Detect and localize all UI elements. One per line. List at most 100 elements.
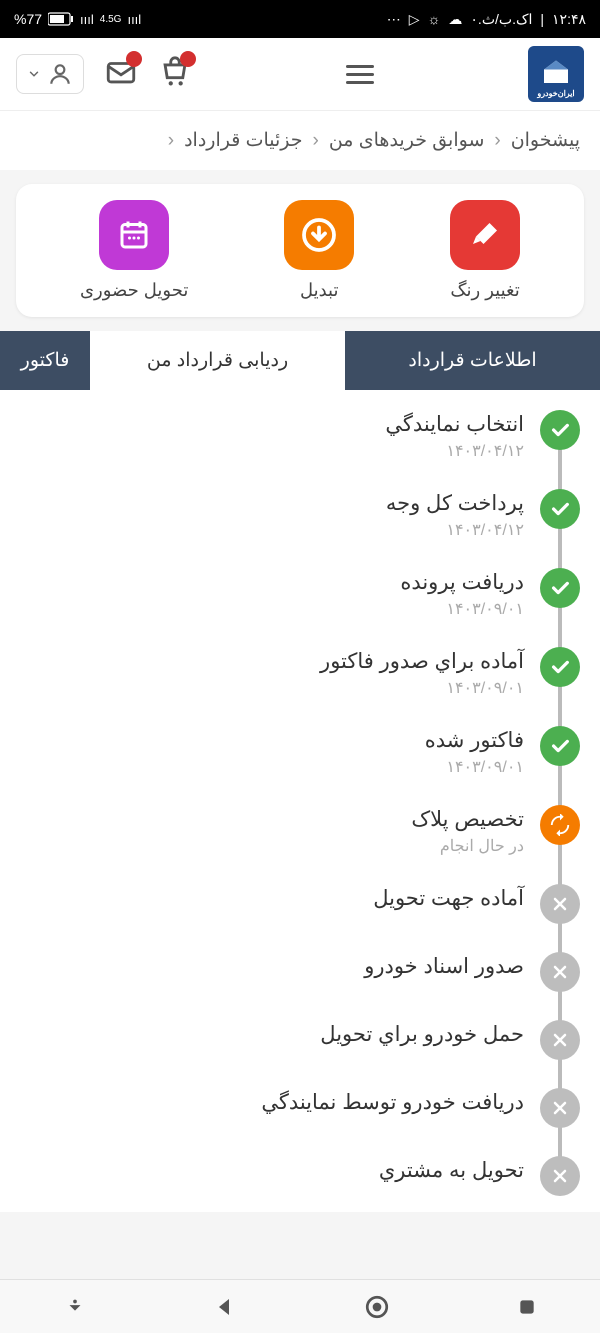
track-title: حمل خودرو براي تحویل <box>320 1022 524 1047</box>
track-title: صدور اسناد خودرو <box>364 954 524 979</box>
track-step: دریافت خودرو توسط نمایندگي <box>20 1088 580 1156</box>
cross-icon <box>540 884 580 924</box>
track-date: ۱۴۰۳/۰۹/۰۱ <box>320 678 524 698</box>
download-icon-box <box>284 200 354 270</box>
menu-button[interactable] <box>346 65 374 84</box>
track-title: آماده جهت تحویل <box>373 886 524 911</box>
tab-invoice[interactable]: فاکتور <box>0 331 90 390</box>
tab-tracking[interactable]: ردیابی قرارداد من <box>90 331 345 390</box>
check-icon <box>540 489 580 529</box>
track-title: تخصیص پلاک <box>411 807 524 832</box>
track-text: دریافت پرونده ۱۴۰۳/۰۹/۰۱ <box>400 568 524 619</box>
track-step: صدور اسناد خودرو <box>20 952 580 1020</box>
logo-icon <box>538 56 574 92</box>
nav-home-icon[interactable] <box>364 1294 390 1320</box>
calendar-icon-box <box>99 200 169 270</box>
track-step: تحویل به مشتري <box>20 1156 580 1202</box>
track-text: حمل خودرو براي تحویل <box>320 1020 524 1047</box>
track-text: تخصیص پلاک در حال انجام <box>411 805 524 856</box>
tab-contract-info[interactable]: اطلاعات قرارداد <box>345 331 600 390</box>
tabs: اطلاعات قرارداد ردیابی قرارداد من فاکتور <box>0 331 600 390</box>
nav-recent-icon[interactable] <box>517 1297 537 1317</box>
actions-card: تغییر رنگ تبدیل تحویل حضوری <box>16 184 584 317</box>
brush-icon <box>467 217 503 253</box>
track-step: دریافت پرونده ۱۴۰۳/۰۹/۰۱ <box>20 568 580 647</box>
track-text: انتخاب نمایندگي ۱۴۰۳/۰۴/۱۲ <box>385 410 524 461</box>
cross-icon <box>540 1156 580 1196</box>
track-title: آماده براي صدور فاکتور <box>320 649 524 674</box>
track-title: دریافت پرونده <box>400 570 524 595</box>
track-text: فاکتور شده ۱۴۰۳/۰۹/۰۱ <box>425 726 524 777</box>
track-step: فاکتور شده ۱۴۰۳/۰۹/۰۱ <box>20 726 580 805</box>
calendar-icon <box>116 217 152 253</box>
battery-text: %77 <box>14 11 42 27</box>
track-step: آماده براي صدور فاکتور ۱۴۰۳/۰۹/۰۱ <box>20 647 580 726</box>
track-title: انتخاب نمایندگي <box>385 412 524 437</box>
track-title: دریافت خودرو توسط نمایندگي <box>261 1090 524 1115</box>
track-text: صدور اسناد خودرو <box>364 952 524 979</box>
mail-badge <box>126 51 142 67</box>
more-icon: ⋯ <box>387 11 401 28</box>
track-step: انتخاب نمایندگي ۱۴۰۳/۰۴/۱۲ <box>20 410 580 489</box>
track-step: پرداخت کل وجه ۱۴۰۳/۰۴/۱۲ <box>20 489 580 568</box>
track-text: آماده براي صدور فاکتور ۱۴۰۳/۰۹/۰۱ <box>320 647 524 698</box>
check-icon <box>540 568 580 608</box>
action-label: تحویل حضوری <box>80 280 188 301</box>
track-date: ۱۴۰۳/۰۴/۱۲ <box>385 441 524 461</box>
chevron-left-icon: ‹ <box>313 130 319 152</box>
cart-badge <box>180 51 196 67</box>
track-step: تخصیص پلاک در حال انجام <box>20 805 580 884</box>
breadcrumbs: پیشخوان ‹ سوابق خریدهای من ‹ جزئیات قرار… <box>0 111 600 170</box>
network-text: 4.5G <box>100 14 122 25</box>
android-nav-bar <box>0 1279 600 1333</box>
app-header: ایران‌خودرو <box>0 38 600 111</box>
cloud-icon: ☁ <box>448 11 462 28</box>
track-title: پرداخت کل وجه <box>386 491 524 516</box>
cross-icon <box>540 1020 580 1060</box>
track-date: ۱۴۰۳/۰۹/۰۱ <box>425 757 524 777</box>
crumb-purchases[interactable]: سوابق خریدهای من <box>329 129 485 152</box>
track-date: ۱۴۰۳/۰۹/۰۱ <box>400 599 524 619</box>
cross-icon <box>540 1088 580 1128</box>
signal2-icon: ıııl <box>127 12 141 27</box>
track-text: پرداخت کل وجه ۱۴۰۳/۰۴/۱۲ <box>386 489 524 540</box>
crumb-dashboard[interactable]: پیشخوان <box>511 129 580 152</box>
download-icon <box>301 217 337 253</box>
track-step: حمل خودرو براي تحویل <box>20 1020 580 1088</box>
track-date: در حال انجام <box>411 836 524 856</box>
nav-back-icon[interactable] <box>213 1295 237 1319</box>
status-time: ۱۲:۴۸ <box>552 11 586 28</box>
track-title: تحویل به مشتري <box>379 1158 524 1183</box>
mail-button[interactable] <box>104 55 138 94</box>
profile-dropdown[interactable] <box>16 54 84 94</box>
track-text: دریافت خودرو توسط نمایندگي <box>261 1088 524 1115</box>
chevron-down-icon <box>27 67 41 81</box>
action-change-color[interactable]: تغییر رنگ <box>450 200 520 301</box>
track-title: فاکتور شده <box>425 728 524 753</box>
crumb-contract-details[interactable]: جزئیات قرارداد <box>184 129 302 152</box>
nav-dropdown-icon[interactable] <box>64 1296 86 1318</box>
status-bar: %77 ıııl 4.5G ıııl ⋯ ▷ ☼ ☁ ۰.اک.ب/ث | ۱۲… <box>0 0 600 38</box>
logo[interactable]: ایران‌خودرو <box>528 46 584 102</box>
track-date: ۱۴۰۳/۰۴/۱۲ <box>386 520 524 540</box>
action-convert[interactable]: تبدیل <box>284 200 354 301</box>
cross-icon <box>540 952 580 992</box>
battery-icon <box>48 12 74 26</box>
action-delivery[interactable]: تحویل حضوری <box>80 200 188 301</box>
divider: | <box>540 11 544 27</box>
tracking-timeline: انتخاب نمایندگي ۱۴۰۳/۰۴/۱۲ پرداخت کل وجه ۱۴… <box>0 390 600 1212</box>
sun-icon: ☼ <box>428 11 441 27</box>
cart-button[interactable] <box>158 55 192 94</box>
track-text: آماده جهت تحویل <box>373 884 524 911</box>
refresh-icon <box>540 805 580 845</box>
check-icon <box>540 410 580 450</box>
check-icon <box>540 647 580 687</box>
signal-icon: ıııl <box>80 12 94 27</box>
check-icon <box>540 726 580 766</box>
chevron-left-icon: ‹ <box>168 130 174 152</box>
track-step: آماده جهت تحویل <box>20 884 580 952</box>
action-label: تغییر رنگ <box>450 280 519 301</box>
logo-text: ایران‌خودرو <box>537 89 574 98</box>
user-icon <box>47 61 73 87</box>
chevron-left-icon: ‹ <box>494 130 500 152</box>
